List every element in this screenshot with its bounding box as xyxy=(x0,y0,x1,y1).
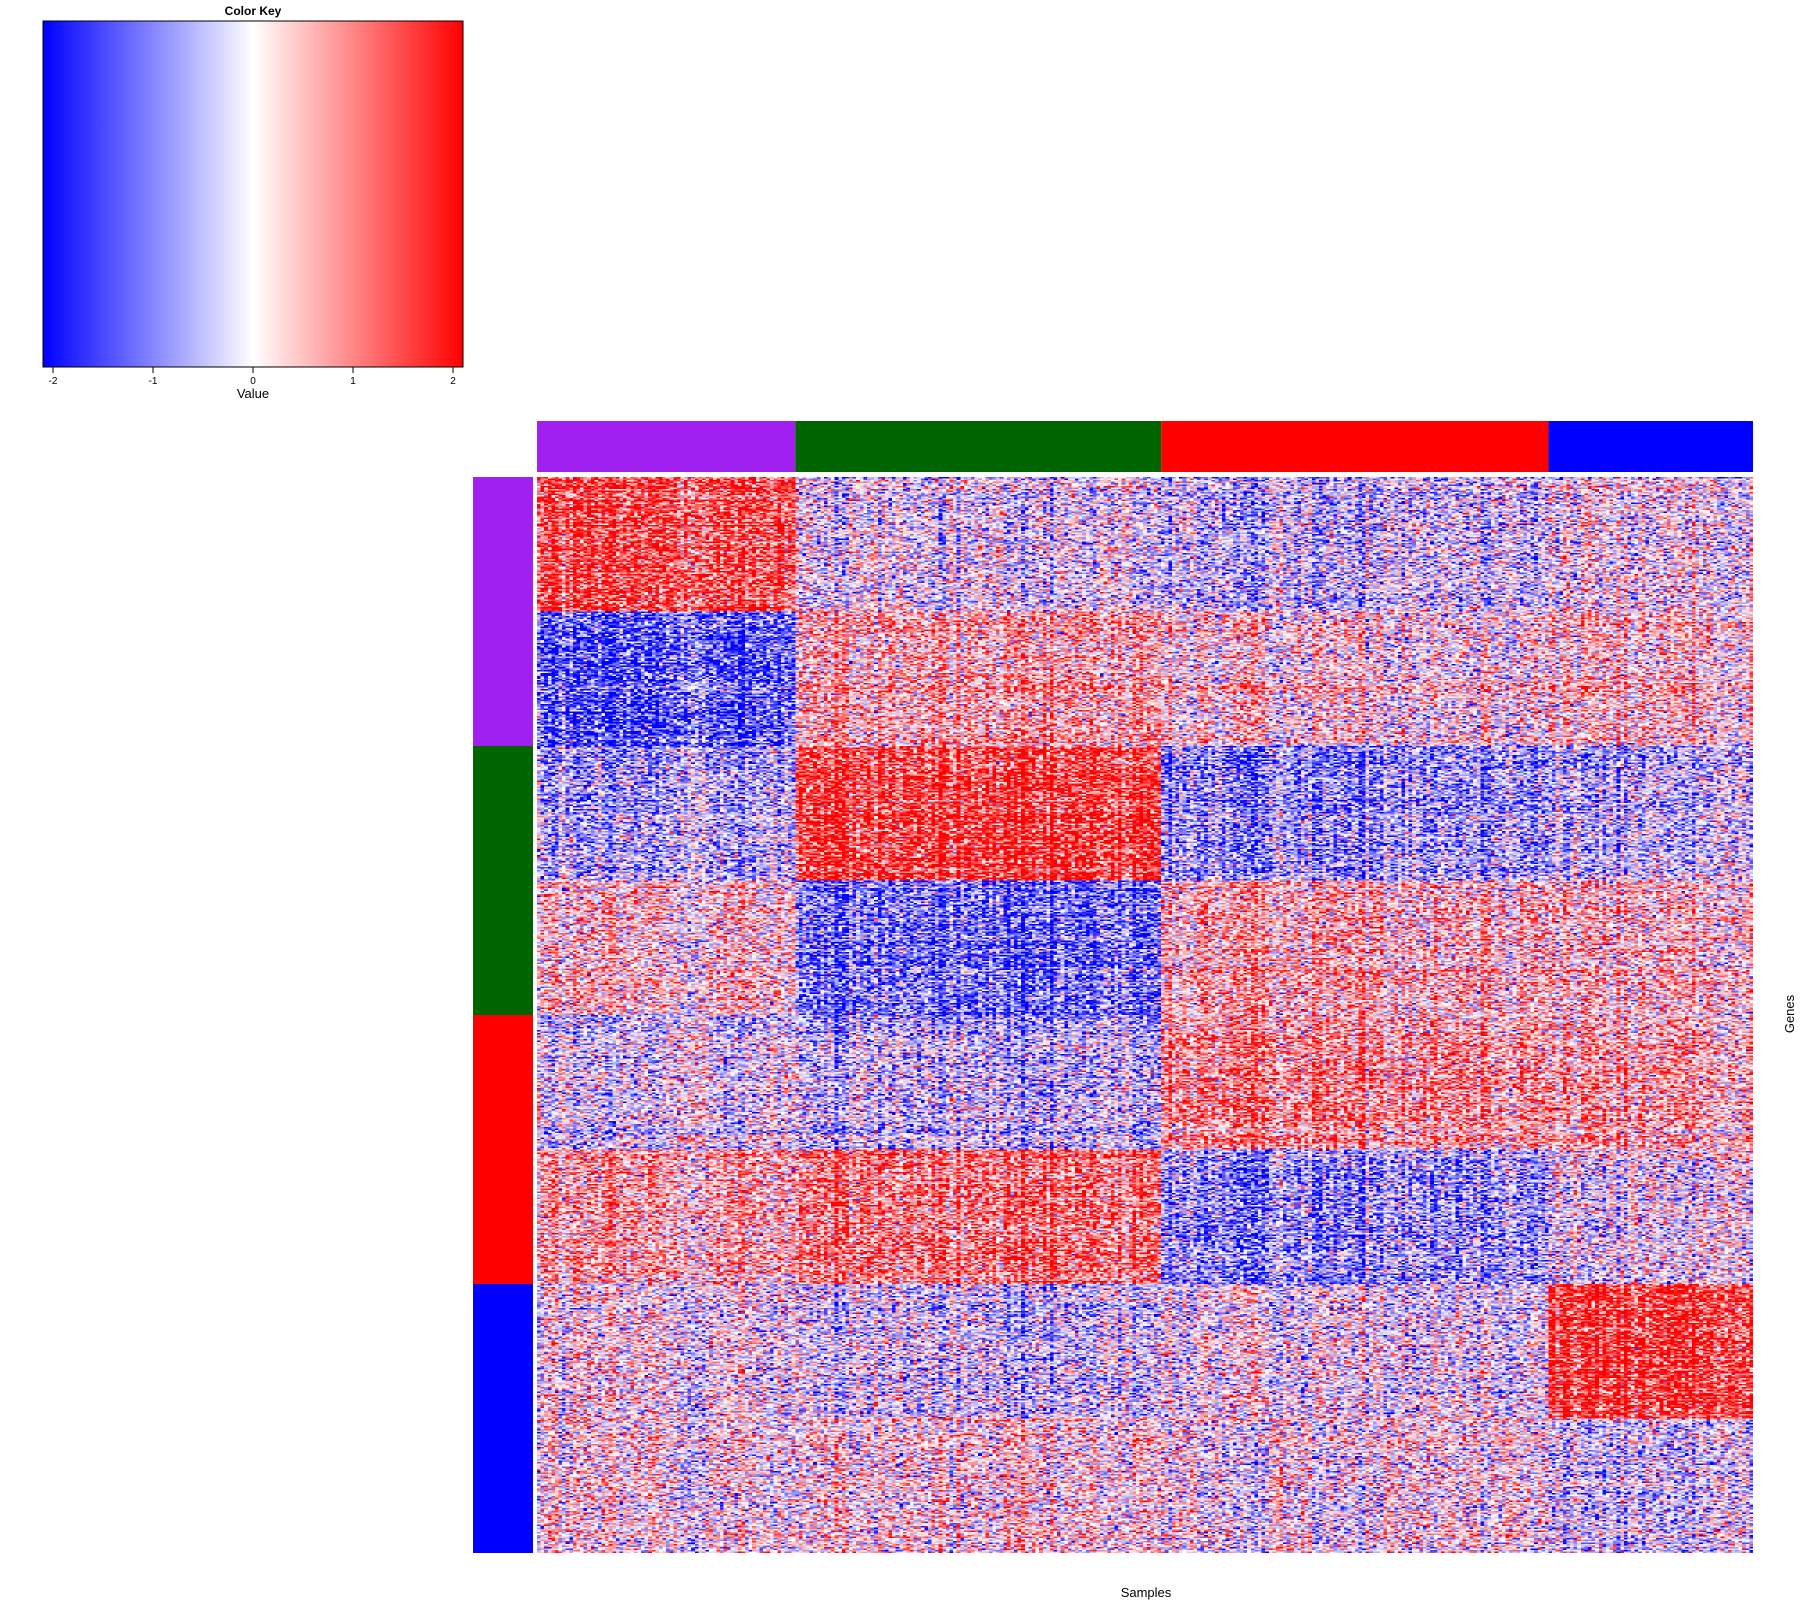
color-key-axis: -2 -1 0 1 2 xyxy=(49,366,456,387)
gene-group-bar-group-3 xyxy=(473,1015,533,1284)
color-key-tick-label: 1 xyxy=(350,376,356,387)
sample-group-bar-group-2 xyxy=(795,421,1162,472)
color-key-tick-label: 0 xyxy=(250,376,256,387)
heatmap-cells xyxy=(537,477,1753,1553)
color-key-xlabel: Value xyxy=(237,386,269,401)
gene-group-bar-group-1 xyxy=(473,477,533,746)
sample-group-bar-group-3 xyxy=(1161,421,1549,472)
gene-group-bar-group-2 xyxy=(473,746,533,1015)
heatmap-body xyxy=(537,477,1753,1553)
color-key: Color Key -2 -1 0 1 2 Value xyxy=(42,4,464,401)
y-axis-label: Genes xyxy=(1782,994,1797,1033)
sample-group-sidebar xyxy=(537,421,1753,472)
x-axis-label: Samples xyxy=(1121,1585,1172,1600)
color-key-tick-label: -2 xyxy=(49,376,58,387)
color-key-gradient-bar xyxy=(42,20,464,368)
sample-group-bar-group-4 xyxy=(1548,421,1753,472)
gene-group-bar-group-4 xyxy=(473,1284,533,1553)
color-key-tick-label: -1 xyxy=(149,376,158,387)
color-key-title: Color Key xyxy=(225,4,282,18)
color-key-tick-label: 2 xyxy=(450,376,456,387)
sample-group-bar-group-1 xyxy=(537,421,796,472)
gene-group-sidebar xyxy=(473,477,533,1553)
